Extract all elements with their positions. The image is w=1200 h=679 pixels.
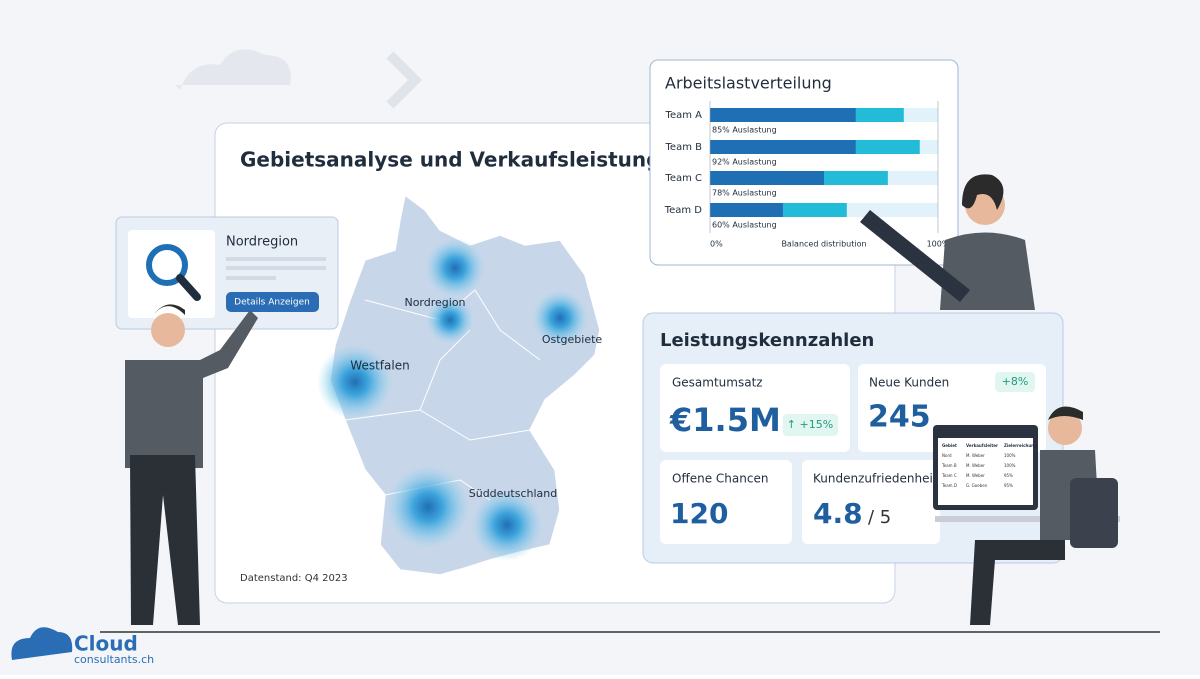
chart-title: Arbeitslastverteilung (665, 74, 832, 93)
table-cell: M. Weber (966, 463, 985, 468)
kpi-card (802, 460, 940, 544)
table-cell: 95% (1004, 483, 1013, 488)
heat-spot (471, 489, 543, 561)
table-header: Verkaufsleiter (966, 443, 998, 448)
region-label: Nordregion (404, 296, 465, 309)
kpi-value: €1.5M (669, 401, 781, 439)
kpi-title: Leistungskennzahlen (660, 330, 874, 351)
logo-domain: consultants.ch (74, 653, 154, 666)
table-cell: 100% (1004, 453, 1016, 458)
monitor-table: Gebiet Verkaufsleiter Zielerreichung Nord M.… (941, 443, 1037, 488)
kpi-badge (783, 414, 838, 436)
cloud-deco (175, 49, 291, 90)
kpi-value: 4.8 (813, 497, 863, 530)
logo-name: Cloud (74, 632, 138, 656)
footnote: Datenstand: Q4 2023 (240, 573, 348, 584)
y-tick-label: Team A (665, 110, 703, 121)
placeholder-line (226, 266, 326, 270)
table-cell: Team B (941, 463, 957, 468)
kpi-label: Kundenzufriedenheit (813, 472, 938, 486)
bar (710, 203, 783, 217)
desk-worker (970, 406, 1118, 625)
monitor-screen (938, 438, 1033, 505)
table-cell: M. Weber (966, 473, 985, 478)
x-tick-label: 100% (927, 240, 950, 249)
placeholder-line (226, 257, 326, 261)
table-header: Zielerreichung (1004, 443, 1037, 448)
table-cell: G. Goeben (966, 483, 988, 488)
bar (710, 140, 856, 154)
bar-label: 78% Auslastung (712, 189, 777, 198)
kpi-change: +8% (1002, 375, 1029, 388)
kpi-label: Gesamtumsatz (672, 376, 763, 390)
table-header: Gebiet (942, 443, 957, 448)
x-tick-label: 0% (710, 240, 723, 249)
table-cell: Team D (941, 483, 957, 488)
chevron-deco (386, 51, 423, 109)
table-cell: 95% (1004, 473, 1013, 478)
bar (710, 171, 824, 185)
region-label: Süddeutschland (469, 487, 557, 500)
logo-icon (11, 627, 73, 660)
heat-spot (532, 290, 588, 346)
details-button-label[interactable]: Details Anzeigen (234, 298, 310, 308)
heat-spot (426, 296, 474, 344)
kpi-change: ↑ +15% (787, 418, 833, 431)
x-axis-label: Balanced distribution (781, 240, 866, 249)
y-tick-label: Team D (664, 205, 703, 216)
heat-spot (386, 465, 470, 549)
kpi-value: 245 (868, 400, 931, 435)
table-cell: 100% (1004, 463, 1016, 468)
bar-label: 60% Auslastung (712, 221, 777, 230)
bar (782, 203, 847, 217)
kpi-card (660, 460, 792, 544)
table-cell: Nord (942, 453, 952, 458)
bar (855, 140, 920, 154)
kpi-badge (995, 372, 1035, 392)
y-tick-label: Team B (665, 142, 703, 153)
kpi-value: 120 (670, 497, 728, 530)
card-title: Nordregion (226, 235, 298, 250)
search-icon (176, 274, 201, 301)
details-button[interactable] (226, 292, 319, 312)
search-icon (146, 244, 188, 286)
main-title: Gebietsanalyse und Verkaufsleistung (240, 148, 660, 172)
writer (860, 174, 1035, 310)
table-cell: Team C (941, 473, 957, 478)
presenter (125, 304, 258, 625)
bar (855, 108, 904, 122)
bar-label: 92% Auslastung (712, 158, 777, 167)
heat-spot (425, 238, 485, 298)
y-tick-label: Team C (664, 173, 702, 184)
desk (935, 516, 1120, 522)
heat-spot (317, 344, 393, 420)
kpi-label: Neue Kunden (869, 376, 949, 390)
table-cell: M. Weber (966, 453, 985, 458)
region-label: Westfalen (350, 359, 409, 373)
bar (824, 171, 888, 185)
region-label: Ostgebiete (542, 333, 603, 346)
placeholder-line (226, 276, 276, 280)
bar (710, 108, 856, 122)
bar-label: 85% Auslastung (712, 126, 777, 135)
kpi-label: Offene Chancen (672, 472, 768, 486)
bar-chart: Team A 85% Auslastung Team B 92% Auslastung… (664, 101, 950, 249)
kpi-suffix: / 5 (868, 507, 891, 528)
